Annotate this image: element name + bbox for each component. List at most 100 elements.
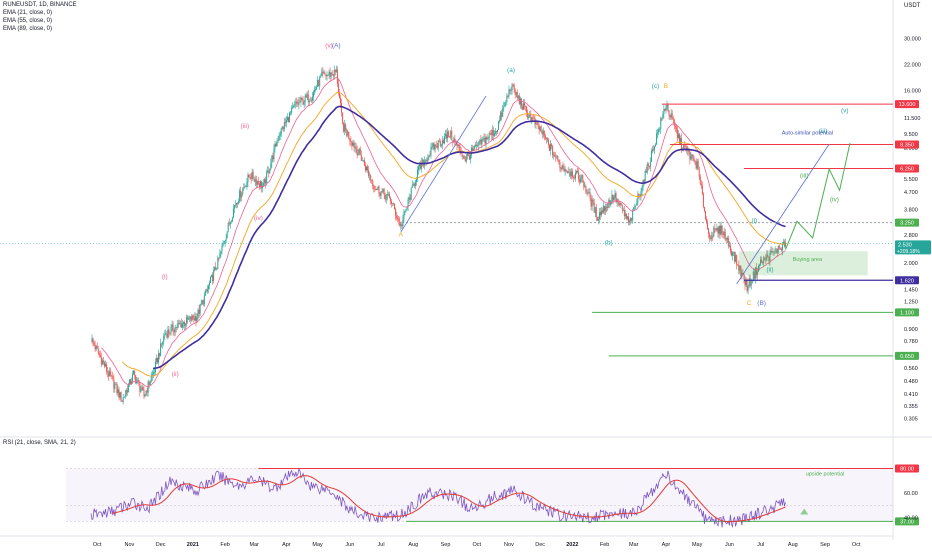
- candle-body: [238, 201, 240, 204]
- candle-body: [506, 96, 508, 102]
- candle-body: [639, 194, 641, 197]
- candle-body: [532, 117, 534, 118]
- candle-body: [489, 133, 491, 134]
- candle-body: [383, 188, 385, 195]
- time-tick-label: Jun: [725, 542, 734, 548]
- candle-body: [362, 160, 364, 162]
- candle-body: [425, 159, 427, 161]
- candle-body: [577, 170, 579, 173]
- candle-body: [332, 74, 334, 76]
- candle-body: [672, 118, 674, 120]
- candle-body: [655, 144, 657, 147]
- candle-body: [379, 193, 381, 196]
- candle-body: [407, 199, 409, 207]
- wave-label: (i): [162, 274, 168, 281]
- candle-body: [453, 138, 455, 143]
- candle-body: [406, 206, 408, 210]
- candle-body: [442, 140, 444, 144]
- candle-body: [774, 248, 776, 252]
- candle-body: [637, 194, 639, 203]
- candle-body: [386, 193, 388, 196]
- candle-body: [585, 186, 587, 192]
- candle-body: [700, 183, 702, 186]
- candle-body: [712, 235, 714, 237]
- candle-body: [369, 175, 371, 177]
- candle-body: [654, 146, 656, 150]
- candle-body: [754, 267, 756, 279]
- candle-body: [544, 135, 546, 139]
- wave-label: (c): [652, 83, 660, 90]
- candle-body: [410, 187, 412, 200]
- candle-body: [387, 193, 389, 195]
- time-axis-ticks: Oct Nov Dec 2021 Feb Mar Apr May Jun Jul Aug Sep Oct…: [93, 542, 861, 548]
- candle-body: [531, 117, 533, 121]
- candle-body: [434, 144, 436, 150]
- candle-body: [153, 371, 155, 373]
- candle-body: [728, 245, 730, 247]
- candle-body: [320, 75, 322, 78]
- candle-body: [259, 181, 261, 187]
- candle-body: [216, 269, 218, 270]
- candle-body: [189, 316, 191, 319]
- time-tick-label: Dec: [535, 542, 545, 548]
- rsi-tick-label: 40.00: [904, 516, 918, 522]
- candle-body: [687, 150, 689, 152]
- candle-body: [114, 384, 116, 389]
- candle-body: [186, 317, 188, 325]
- candle-body: [683, 145, 685, 150]
- candle-body: [338, 92, 340, 98]
- candle-body: [558, 160, 560, 163]
- candle-body: [393, 203, 395, 204]
- candle-body: [194, 316, 196, 321]
- candle-body: [449, 136, 451, 138]
- candle-body: [664, 109, 666, 111]
- candle-body: [511, 84, 513, 91]
- candle-body: [730, 251, 732, 256]
- candle-body: [638, 194, 640, 195]
- candle-body: [768, 257, 770, 262]
- candle-body: [404, 210, 406, 213]
- wave-label: (i): [751, 218, 757, 225]
- candle-body: [248, 174, 250, 178]
- candle-body: [154, 361, 156, 372]
- candle-body: [723, 231, 725, 235]
- candle-body: [118, 389, 120, 398]
- candle-body: [309, 100, 311, 102]
- candle-body: [773, 251, 775, 253]
- candle-body: [328, 71, 330, 75]
- candle-body: [557, 155, 559, 161]
- candle-body: [182, 322, 184, 324]
- candle-body: [317, 79, 319, 88]
- candle-body: [95, 345, 97, 350]
- candle-body: [529, 114, 531, 116]
- candle-body: [777, 245, 779, 254]
- candle-body: [430, 146, 432, 156]
- candle-body: [173, 331, 175, 333]
- candle-body: [571, 171, 573, 177]
- candle-body: [195, 316, 197, 322]
- candle-body: [198, 309, 200, 314]
- candle-body: [602, 210, 604, 213]
- level-tag-label: 1.620: [900, 278, 914, 284]
- candle-body: [543, 130, 545, 136]
- candle-body: [136, 380, 138, 383]
- candle-body: [257, 181, 259, 184]
- candle-body: [139, 382, 141, 392]
- candle-body: [112, 376, 114, 379]
- candle-body: [274, 143, 276, 149]
- candle-body: [315, 88, 317, 90]
- candle-body: [168, 329, 170, 333]
- candle-body: [465, 156, 467, 162]
- symbol-title: RUNEUSDT, 1D, BINANCE: [3, 2, 77, 8]
- wave-label: (iii): [800, 173, 809, 180]
- candle-body: [208, 282, 210, 286]
- candle-body: [213, 270, 215, 281]
- rsi-ma-line: [111, 475, 786, 523]
- candle-body: [458, 144, 460, 147]
- candle-body: [587, 193, 589, 194]
- time-tick-label: Feb: [220, 542, 229, 548]
- candle-body: [132, 373, 134, 382]
- price-tick-label: 2.000: [904, 261, 918, 267]
- candle-body: [324, 72, 326, 75]
- candle-body: [120, 392, 122, 402]
